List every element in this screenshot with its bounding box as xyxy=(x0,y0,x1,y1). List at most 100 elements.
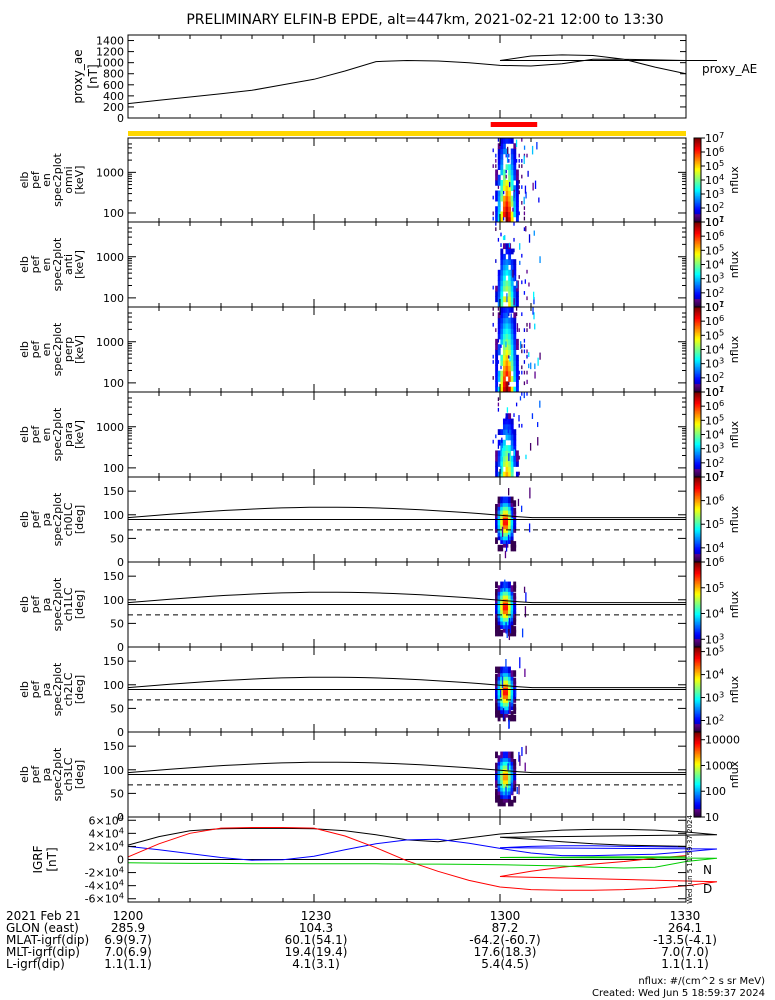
pa-speckle xyxy=(500,690,502,698)
spectrogram-cell xyxy=(505,138,509,144)
spectrogram-cell xyxy=(513,269,517,276)
colorbar-segment xyxy=(694,387,701,390)
spectrogram-cell xyxy=(508,328,512,335)
colorbar-segment xyxy=(694,508,701,511)
colorbar-tick-label: 105 xyxy=(705,327,724,342)
spectrogram-cell xyxy=(502,450,506,457)
spectrogram-cell xyxy=(515,201,519,207)
colorbar-segment xyxy=(694,751,701,754)
colorbar-segment xyxy=(694,734,701,737)
pa-speckle xyxy=(508,632,511,641)
colorbar-segment xyxy=(694,649,701,652)
pa-cell xyxy=(500,681,504,688)
colorbar-segment xyxy=(694,792,701,795)
pa-cell xyxy=(510,696,514,703)
pa-cell xyxy=(495,588,498,596)
spectrogram-cell xyxy=(513,354,517,361)
pa-cell xyxy=(505,622,509,629)
pa-cell xyxy=(513,614,517,622)
colorbar-segment xyxy=(694,569,701,572)
spectrogram-cell xyxy=(510,445,514,451)
colorbar-segment xyxy=(694,467,701,470)
colorbar-segment xyxy=(694,343,701,346)
pa-ytick-label: 0 xyxy=(117,726,124,739)
spectrogram-cell xyxy=(500,429,504,435)
pa-cell xyxy=(505,762,509,770)
pa-cell xyxy=(502,788,506,796)
spectrogram-cell xyxy=(502,259,506,265)
spectrogram-speckle xyxy=(505,169,507,174)
colorbar-tick-label: 105 xyxy=(705,644,724,659)
spectrogram-speckle xyxy=(518,376,520,380)
spectrogram-cell xyxy=(510,322,514,329)
spectrogram-cell xyxy=(497,461,501,467)
spectrogram-speckle xyxy=(523,328,526,332)
spectrogram-cell xyxy=(505,333,509,340)
spectrogram-cell xyxy=(515,296,519,303)
spectrogram-speckle xyxy=(501,448,504,458)
colorbar-tick-label: 101 xyxy=(705,299,724,314)
spectrogram-speckle xyxy=(515,139,518,148)
colorbar-segment xyxy=(694,809,701,812)
pa-cell xyxy=(502,784,506,792)
spectrogram-speckle xyxy=(515,159,518,163)
spectrogram-cell xyxy=(497,285,501,292)
pa-cell xyxy=(508,685,511,692)
colorbar-segment xyxy=(694,329,701,332)
pa-cell xyxy=(497,796,501,803)
energy-ylabel: elb xyxy=(18,341,31,358)
spectrogram-speckle xyxy=(502,235,505,241)
pa-ylabel: pa xyxy=(40,768,53,782)
spectrogram-speckle xyxy=(508,354,510,359)
colorbar-segment xyxy=(694,564,701,567)
pa-cell xyxy=(508,681,511,688)
energy-frame xyxy=(127,221,687,308)
pa-cell xyxy=(502,496,506,504)
colorbar-segment xyxy=(694,346,701,349)
colorbar-segment xyxy=(694,175,701,178)
spectrogram-speckle xyxy=(529,442,532,451)
colorbar-segment xyxy=(694,744,701,747)
colorbar-segment xyxy=(694,723,701,726)
pa-cell xyxy=(500,677,504,685)
pa-speckle xyxy=(508,617,511,627)
spectrogram-cell xyxy=(510,418,514,425)
colorbar-segment xyxy=(694,797,701,800)
pa-cell xyxy=(508,581,511,589)
spectrogram-speckle xyxy=(492,285,494,290)
spectrogram-speckle xyxy=(521,365,523,370)
spectrogram-speckle xyxy=(526,370,528,375)
spectrogram-speckle xyxy=(492,312,494,317)
pa-cell xyxy=(497,626,501,633)
colorbar-segment xyxy=(694,597,701,600)
colorbar-frame xyxy=(693,731,702,818)
pa-cell xyxy=(510,537,514,544)
spectrogram-cell xyxy=(505,285,509,292)
colorbar-segment xyxy=(694,536,701,539)
colorbar-segment xyxy=(694,588,701,591)
spectrogram-speckle xyxy=(502,190,505,195)
time-row-value: 1.1(1.1) xyxy=(661,957,709,971)
colorbar-segment xyxy=(694,477,701,480)
colorbar-segment xyxy=(694,268,701,271)
pa-cell xyxy=(497,496,501,504)
spectrogram-speckle xyxy=(518,415,520,422)
pa-ylabel: [deg] xyxy=(73,590,86,619)
colorbar-segment xyxy=(694,598,701,601)
colorbar-segment xyxy=(694,736,701,739)
colorbar-segment xyxy=(694,254,701,257)
colorbar-segment xyxy=(694,628,701,631)
spectrogram-cell xyxy=(502,206,506,212)
pa-ytick-label: 50 xyxy=(110,532,124,545)
colorbar-segment xyxy=(694,217,701,220)
time-row-value: -64.2(-60.7) xyxy=(469,933,540,947)
colorbar-segment xyxy=(694,444,701,447)
colorbar-segment xyxy=(694,258,701,261)
pa-cell xyxy=(508,796,511,803)
pa-cell xyxy=(505,537,509,544)
pa-cell xyxy=(505,585,509,592)
spectrogram-speckle xyxy=(534,371,536,379)
colorbar-segment xyxy=(694,260,701,263)
colorbar-tick-label: 102 xyxy=(705,370,724,385)
colorbar-segment xyxy=(694,581,701,584)
